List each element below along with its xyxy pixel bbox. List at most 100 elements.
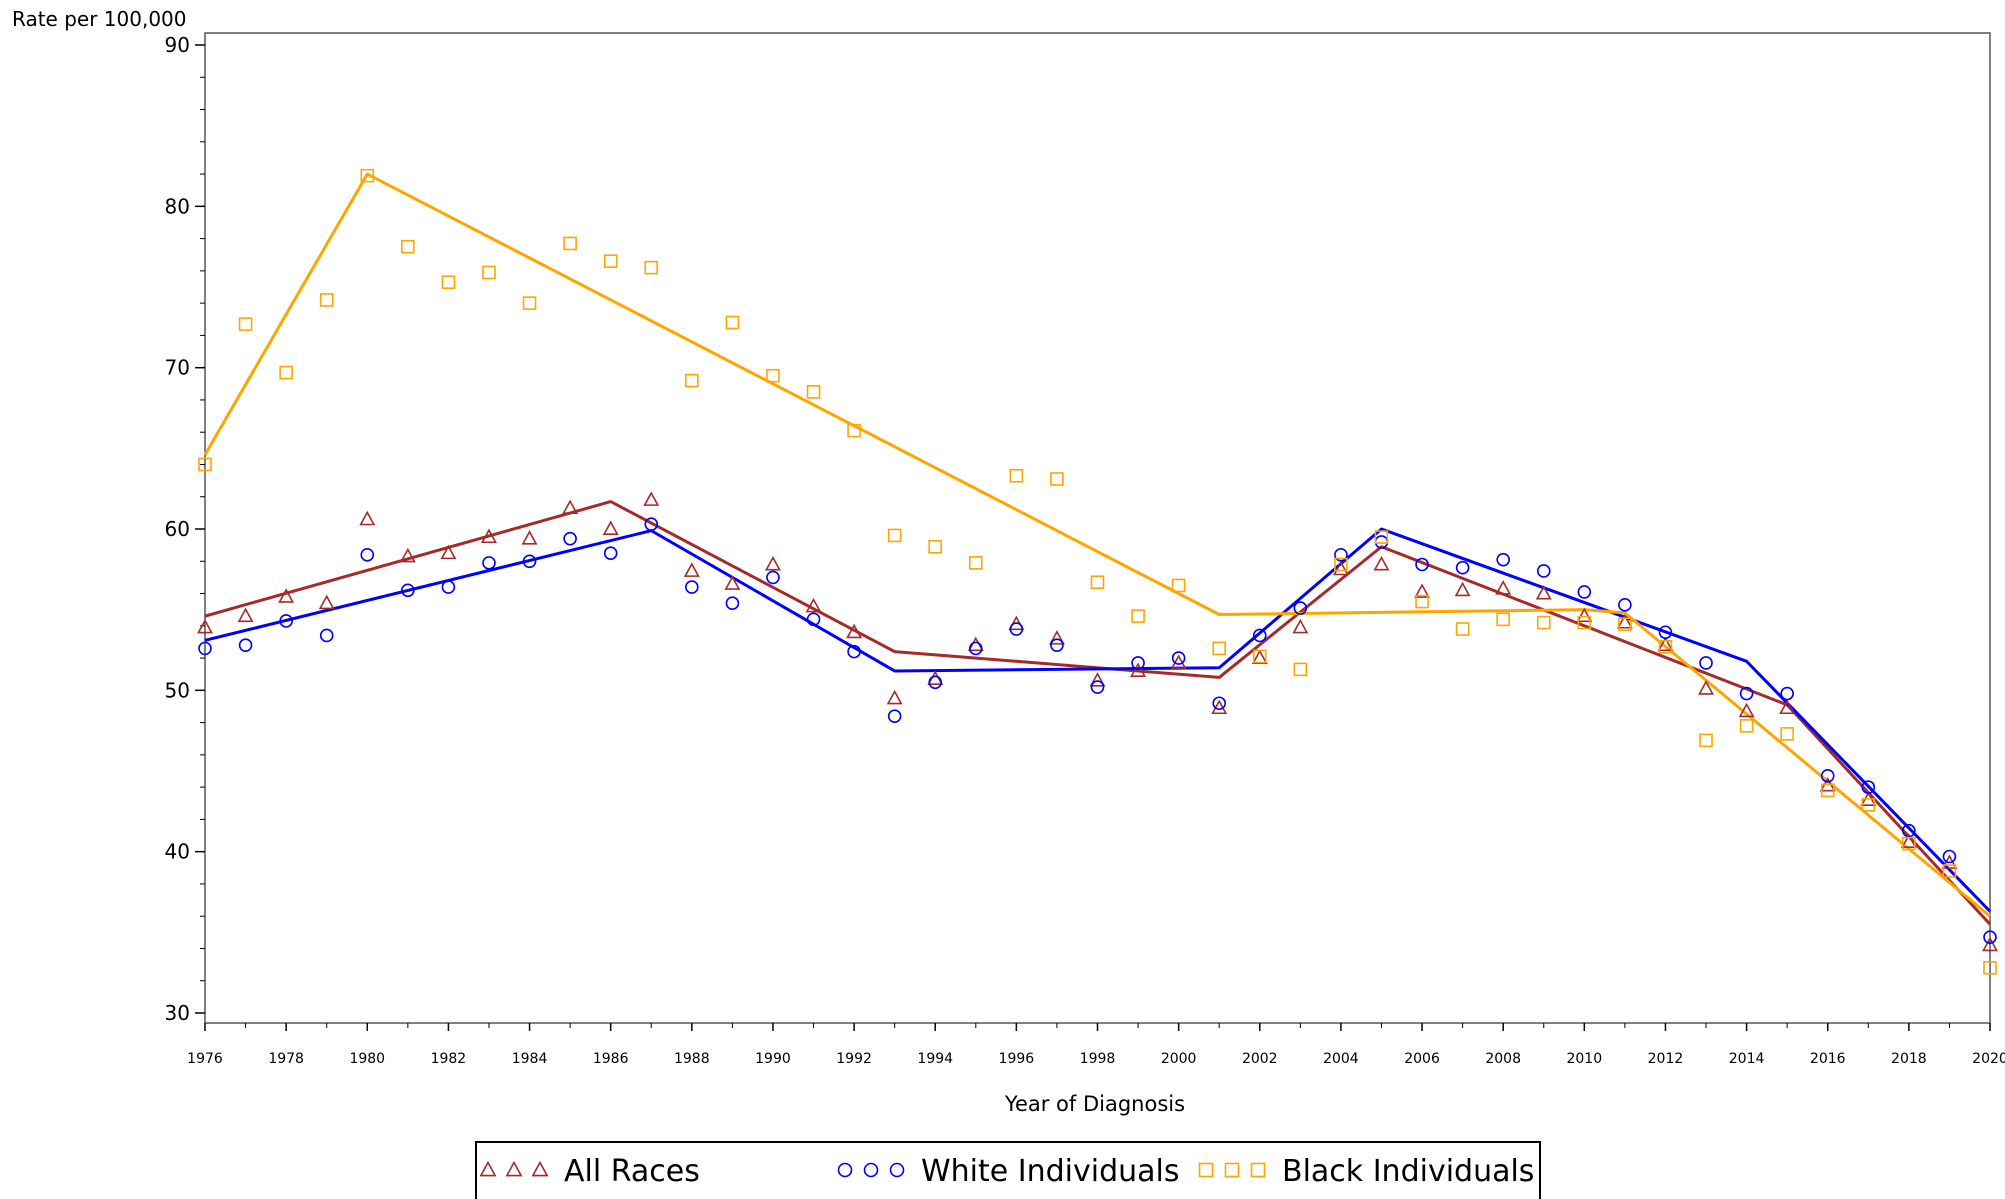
white-individuals-data-point bbox=[1090, 680, 1105, 694]
black-individuals-data-point bbox=[360, 168, 375, 183]
y-tick-label: 70 bbox=[165, 356, 190, 380]
black-individuals-data-point bbox=[1780, 727, 1794, 741]
black-individuals-data-point bbox=[1658, 639, 1673, 654]
black-individuals-legend-marker bbox=[1250, 1162, 1266, 1178]
black-individuals-data-point bbox=[1902, 836, 1916, 851]
black-individuals-data-point bbox=[401, 239, 415, 254]
x-tick-label: 2010 bbox=[1566, 1051, 1602, 1067]
black-individuals-data-point bbox=[522, 296, 537, 310]
white-individuals-data-point bbox=[1293, 601, 1308, 615]
white-individuals-data-point bbox=[968, 641, 983, 656]
all-races-data-point bbox=[1576, 607, 1593, 623]
x-tick-label: 1980 bbox=[349, 1051, 385, 1067]
white-individuals-data-point bbox=[603, 546, 618, 561]
black-individuals-data-point bbox=[1415, 594, 1429, 609]
white-individuals-data-point bbox=[1861, 780, 1876, 794]
black-individuals-data-point bbox=[1820, 783, 1835, 798]
white-individuals-data-point bbox=[766, 570, 780, 585]
black-individuals-data-point bbox=[887, 528, 902, 543]
black-individuals-data-point bbox=[603, 254, 618, 268]
white-individuals-data-point bbox=[1334, 548, 1348, 562]
black-individuals-data-point bbox=[847, 423, 861, 438]
white-individuals-data-point bbox=[887, 709, 902, 723]
x-tick-label: 2000 bbox=[1161, 1051, 1197, 1067]
black-individuals-data-point bbox=[806, 385, 821, 399]
y-tick-label: 30 bbox=[165, 1001, 190, 1025]
white-individuals-data-point bbox=[1820, 769, 1835, 783]
all-races-data-point bbox=[1130, 662, 1147, 677]
white-individuals-data-point bbox=[401, 583, 415, 598]
white-individuals-data-point bbox=[279, 614, 293, 628]
black-individuals-trend-line bbox=[203, 172, 1991, 918]
black-individuals-data-point bbox=[644, 260, 659, 275]
black-individuals-data-point bbox=[968, 556, 983, 570]
all-races-data-point bbox=[643, 491, 660, 506]
all-races-data-point bbox=[1170, 654, 1187, 669]
black-individuals-data-point bbox=[1212, 641, 1227, 656]
x-tick-label: 2012 bbox=[1648, 1051, 1684, 1067]
black-individuals-data-point bbox=[1739, 719, 1754, 733]
white-individuals-data-point bbox=[238, 638, 253, 652]
white-individuals-data-point bbox=[1658, 625, 1673, 640]
all-races-data-point bbox=[1048, 630, 1065, 645]
white-individuals-data-point bbox=[441, 580, 456, 594]
black-individuals-data-point bbox=[766, 368, 780, 383]
black-individuals-data-point bbox=[441, 275, 456, 289]
x-tick-label: 2018 bbox=[1891, 1051, 1927, 1067]
white-individuals-data-point bbox=[1902, 823, 1916, 838]
white-individuals-data-point bbox=[1699, 656, 1713, 670]
white-individuals-data-point bbox=[1050, 638, 1064, 652]
black-individuals-data-point bbox=[1942, 864, 1957, 878]
white-individuals-data-point bbox=[847, 644, 861, 659]
x-tick-label: 2004 bbox=[1323, 1051, 1359, 1067]
all-races-data-point bbox=[521, 530, 538, 545]
white-individuals-legend-label: White Individuals bbox=[921, 1154, 1180, 1189]
white-individuals-data-point bbox=[1009, 622, 1024, 636]
black-individuals-data-point bbox=[1455, 622, 1470, 636]
white-individuals-data-point bbox=[1415, 557, 1429, 572]
all-races-data-point bbox=[805, 597, 822, 613]
black-individuals-legend-marker bbox=[1198, 1162, 1214, 1178]
x-tick-label: 1982 bbox=[431, 1051, 467, 1067]
plot-frame bbox=[204, 32, 1991, 1024]
white-individuals-data-point bbox=[482, 556, 496, 570]
all-races-data-point bbox=[1982, 936, 1998, 952]
all-races-data-point bbox=[602, 520, 619, 535]
x-tick-label: 1996 bbox=[999, 1051, 1035, 1067]
all-races-data-point bbox=[1211, 699, 1228, 715]
all-races-data-point bbox=[1332, 560, 1349, 576]
all-races-data-point bbox=[1698, 680, 1714, 695]
black-individuals-data-point bbox=[1577, 615, 1592, 630]
all-races-data-point bbox=[765, 555, 781, 571]
all-races-data-point bbox=[1454, 581, 1471, 597]
x-tick-label: 1992 bbox=[836, 1051, 872, 1067]
x-tick-label: 2014 bbox=[1729, 1051, 1765, 1067]
x-tick-label: 2008 bbox=[1485, 1051, 1521, 1067]
x-tick-label: 2002 bbox=[1242, 1051, 1278, 1067]
all-races-data-point bbox=[1738, 702, 1755, 718]
all-races-data-point bbox=[1089, 672, 1106, 687]
all-races-data-point bbox=[399, 547, 416, 563]
all-races-data-point bbox=[886, 689, 903, 705]
all-races-data-point bbox=[481, 528, 497, 544]
white-individuals-legend-marker bbox=[863, 1162, 879, 1178]
all-races-data-point bbox=[1414, 583, 1430, 598]
white-individuals-data-point bbox=[360, 548, 375, 562]
black-individuals-data-point bbox=[1090, 575, 1105, 590]
legend: All Races White Individuals Black Individu… bbox=[475, 1141, 1541, 1199]
white-individuals-data-point bbox=[1496, 552, 1510, 567]
all-races-data-point bbox=[1535, 584, 1552, 600]
black-individuals-data-point bbox=[1252, 649, 1267, 664]
all-races-data-point bbox=[683, 562, 700, 577]
white-individuals-data-point bbox=[1536, 564, 1551, 578]
black-individuals-data-point bbox=[1334, 557, 1348, 572]
all-races-data-point bbox=[1900, 833, 1917, 848]
y-axis-label: Rate per 100,000 bbox=[12, 7, 187, 31]
black-individuals-data-point bbox=[1131, 609, 1145, 623]
x-axis: 1976 1978 1980 1982 1984 1986 1988 1990 1992 1994… bbox=[187, 1023, 2005, 1067]
all-races-data-point bbox=[846, 623, 863, 639]
white-individuals-data-point bbox=[319, 628, 334, 643]
white-individuals-data-point bbox=[725, 596, 740, 611]
black-individuals-data-point bbox=[1699, 733, 1713, 748]
x-tick-label: 2006 bbox=[1404, 1051, 1440, 1067]
